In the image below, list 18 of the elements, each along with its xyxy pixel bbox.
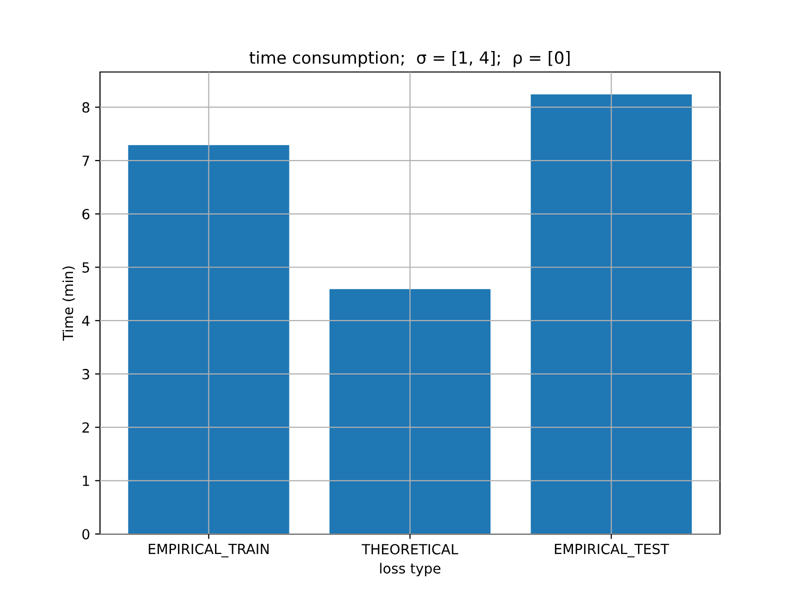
bar (128, 145, 290, 534)
y-tick-label: 3 (82, 368, 90, 380)
bar (329, 289, 491, 534)
y-tick-label: 8 (82, 102, 90, 113)
y-axis-title: Time (min) (62, 266, 75, 341)
x-tick-label: EMPIRICAL_TEST (554, 544, 670, 558)
y-tick-label: 7 (82, 156, 90, 166)
y-tick-label: 5 (82, 262, 90, 273)
y-tick-label: 2 (82, 422, 89, 433)
y-tick-label: 1 (82, 476, 89, 486)
x-axis-title: loss type (380, 562, 440, 576)
chart-title: time consumption; σ = [1, 4]; ρ = [0] (249, 51, 570, 68)
y-tick-label: 4 (82, 316, 90, 326)
bar (530, 94, 692, 534)
x-tick-label: THEORETICAL (362, 544, 458, 554)
x-tick-label: EMPIRICAL_TRAIN (148, 544, 269, 558)
y-tick-label: 0 (82, 528, 90, 540)
y-tick-label: 6 (82, 208, 90, 220)
